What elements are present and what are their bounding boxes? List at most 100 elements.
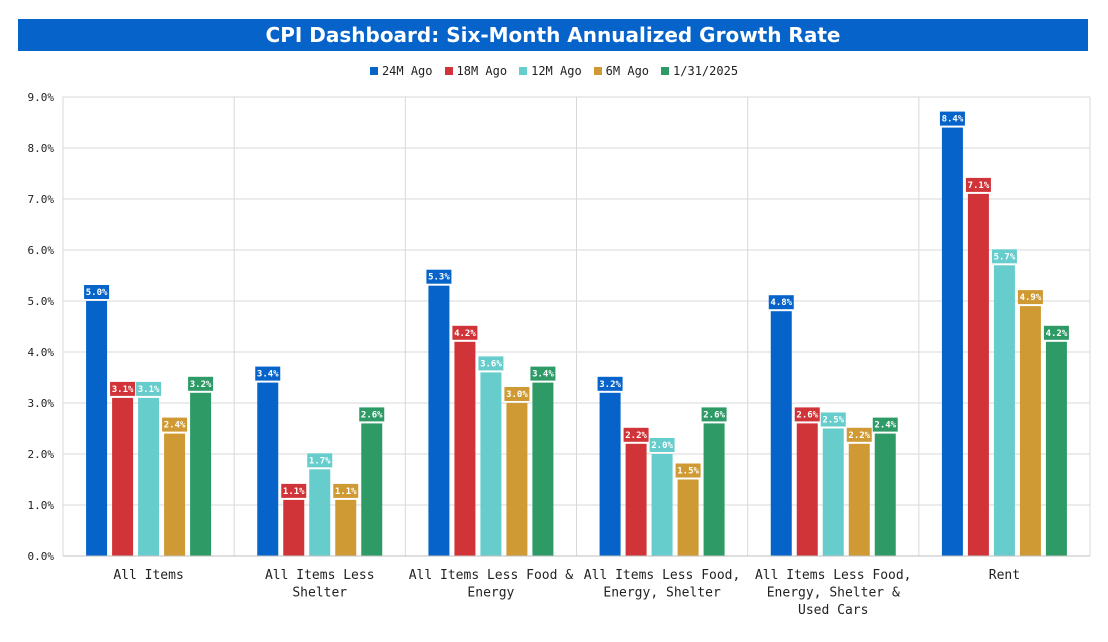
data-label: 1.1% [335,487,357,497]
data-label: 2.2% [625,431,647,441]
bar [428,285,450,556]
data-label-box [307,453,333,468]
y-tick-label: 5.0% [28,295,55,308]
data-label: 3.2% [190,380,212,390]
bar [361,423,383,556]
data-label: 3.1% [112,385,134,395]
bar [848,443,870,556]
bar [112,397,134,556]
data-label-box [162,417,188,432]
data-label-box [794,407,820,422]
bar [506,403,528,556]
data-label: 2.5% [822,416,844,426]
data-label: 3.6% [480,359,502,369]
data-label-box [768,295,794,310]
bar [164,433,186,556]
bar [309,469,331,556]
data-label: 4.2% [1046,329,1068,339]
data-label: 2.4% [874,421,896,431]
x-tick-label: Shelter [292,586,347,601]
bar [454,341,476,556]
data-label-box [991,249,1017,264]
data-label-box [965,177,991,192]
data-label-box [872,417,898,432]
legend-item: 1/31/2025 [661,62,738,80]
y-tick-label: 8.0% [28,142,55,155]
data-label: 5.7% [994,252,1016,262]
data-label: 4.2% [454,329,476,339]
legend-swatch [519,67,528,75]
bar [625,443,647,556]
bar [967,193,989,556]
data-label-box [452,325,478,340]
bar [770,311,792,556]
legend-label: 6M Ago [605,64,650,78]
x-tick-label: All Items Less Food, [584,568,741,583]
data-label-box [255,366,281,381]
bar [86,301,108,556]
data-label-box [188,376,214,391]
data-label-box [820,412,846,427]
legend-swatch [593,67,602,75]
y-tick-label: 9.0% [28,91,55,104]
data-label-box [281,483,307,498]
data-label: 3.0% [506,390,528,400]
bar [138,397,160,556]
data-label-box [649,438,675,452]
x-tick-label: All Items Less Food & [409,568,574,583]
data-label-box [504,387,530,401]
legend-item: 12M Ago [519,62,582,80]
data-label-box [530,366,556,381]
legend-label: 12M Ago [531,64,582,78]
bar [796,423,818,556]
data-label: 1.7% [309,456,331,466]
data-label: 4.8% [770,298,792,308]
data-label: 4.9% [1020,293,1042,303]
bar [480,372,502,556]
bar [993,265,1015,556]
x-tick-label: All Items Less Food, [755,568,912,583]
data-label: 2.6% [361,410,383,420]
data-label-box [333,483,359,498]
data-label-box [110,381,136,396]
legend-item: 6M Ago [593,62,650,80]
bar [335,499,357,556]
x-tick-label: Energy, Shelter [603,586,721,601]
data-label-box [1017,290,1043,305]
y-tick-label: 0.0% [28,550,55,563]
data-label: 5.3% [428,273,450,283]
data-label: 2.6% [703,410,725,420]
data-label: 2.4% [164,421,186,431]
legend-item: 18M Ago [444,62,507,80]
y-tick-label: 6.0% [28,244,55,257]
legend-label: 24M Ago [381,64,433,78]
data-label-box [939,111,965,126]
chart-legend: 24M Ago 18M Ago 12M Ago 6M Ago 1/31/2025 [0,62,1108,80]
data-label: 2.6% [796,410,818,420]
x-tick-label: Energy [467,586,514,601]
data-label-box [478,356,504,371]
x-tick-label: Energy, Shelter & [767,586,900,601]
legend-swatch [369,67,378,75]
bar [651,454,673,556]
data-label-box [675,463,701,478]
bar [874,433,896,556]
bar [532,382,554,556]
data-label-box [846,427,872,442]
data-label: 1.5% [677,467,699,477]
data-label: 3.2% [599,380,621,390]
data-label-box [84,285,110,299]
x-tick-label: Rent [989,568,1020,583]
x-tick-label: Used Cars [798,603,868,618]
bar [941,127,963,556]
bar [190,392,212,556]
data-label: 8.4% [942,115,964,125]
bar [677,479,699,556]
x-tick-label: All Items Less [265,568,375,583]
data-label: 3.4% [257,370,279,380]
bar [1045,341,1067,556]
x-tick-label: All Items [113,568,183,583]
data-label-box [597,376,623,391]
legend-label: 1/31/2025 [673,64,739,78]
